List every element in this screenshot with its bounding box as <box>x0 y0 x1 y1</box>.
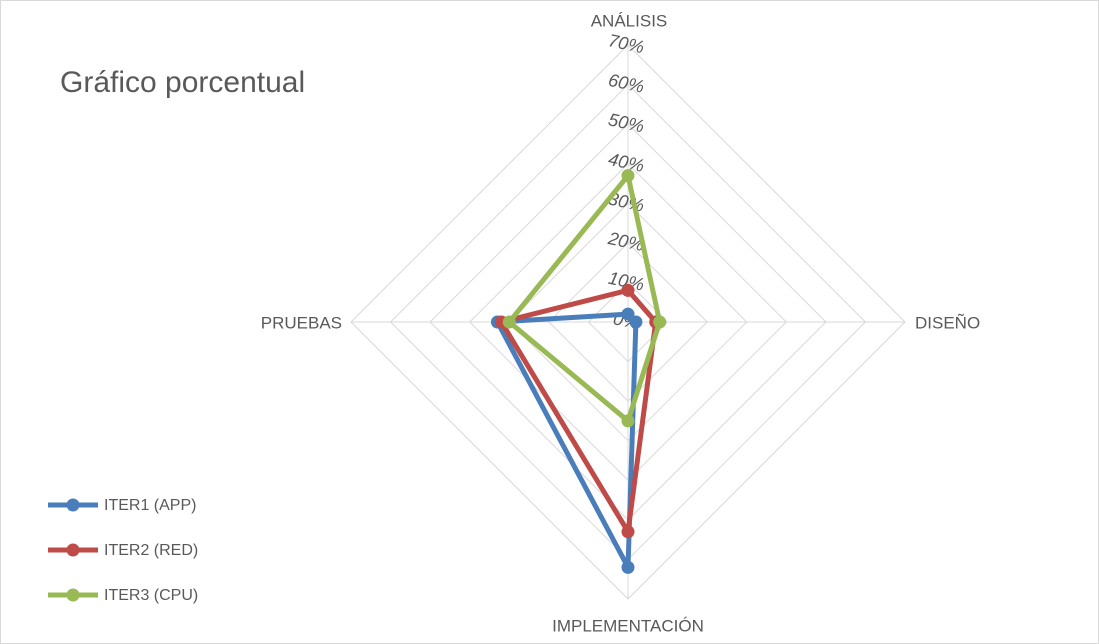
data-point <box>621 169 635 183</box>
data-point <box>502 315 516 329</box>
data-point <box>621 414 635 428</box>
legend-label: ITER3 (CPU) <box>104 587 198 604</box>
category-label: IMPLEMENTACIÓN <box>552 616 704 635</box>
category-label: ANÁLISIS <box>591 11 668 30</box>
data-point <box>621 560 635 574</box>
legend-marker <box>66 498 80 512</box>
data-point <box>621 283 635 297</box>
data-point <box>629 315 643 329</box>
legend-marker <box>66 543 80 557</box>
legend-label: ITER1 (APP) <box>104 497 196 514</box>
data-point <box>621 307 635 321</box>
data-point <box>653 315 667 329</box>
legend-marker <box>66 588 80 602</box>
category-label: DISEÑO <box>915 313 980 332</box>
category-label: PRUEBAS <box>261 313 342 332</box>
data-point <box>621 525 635 539</box>
chart-title: Gráfico porcentual <box>60 66 305 99</box>
legend-label: ITER2 (RED) <box>104 542 198 559</box>
